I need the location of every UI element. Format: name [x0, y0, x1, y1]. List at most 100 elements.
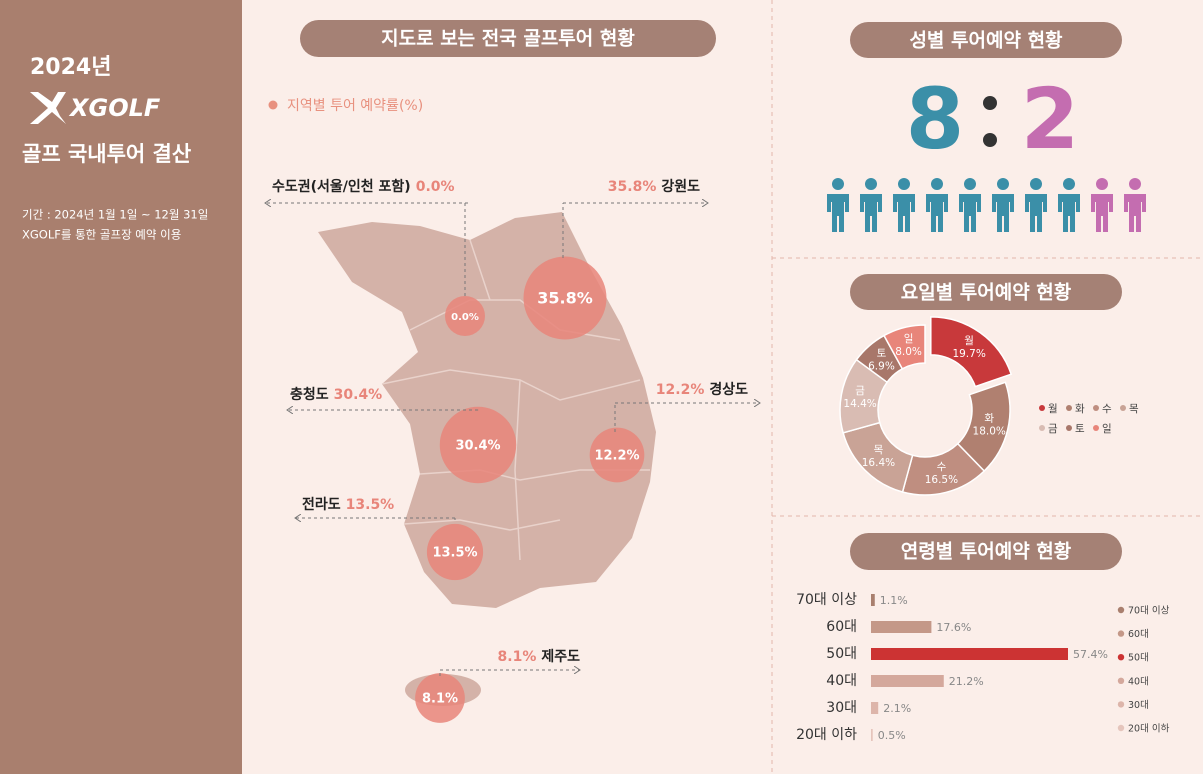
person-body [827, 194, 849, 232]
region-borders [381, 239, 650, 561]
category-label: 20대 이하 [796, 727, 857, 743]
legend-label: 토 [1075, 423, 1085, 435]
legend-dot [1120, 405, 1126, 411]
slice-value: 14.4% [843, 398, 876, 410]
gender-title: 성별 투어예약 현황 [909, 29, 1063, 52]
slice-value: 19.7% [952, 348, 985, 360]
bar-value: 1.1% [880, 594, 908, 607]
person-head [832, 178, 844, 190]
logo-mark [30, 92, 66, 124]
slice-value: 16.4% [862, 457, 895, 469]
male-ratio: 8 [906, 70, 964, 168]
slice-value: 6.9% [868, 360, 895, 372]
donut-slice [930, 316, 1013, 388]
bar-value: 2.1% [883, 702, 911, 715]
person-icon [992, 178, 1014, 232]
person-body [992, 194, 1014, 232]
category-label: 30대 [826, 700, 857, 716]
bar [871, 675, 944, 687]
legend-dot [1117, 701, 1125, 708]
region-name: 충청도 [290, 387, 329, 403]
region-label: 35.8% 강원도 [608, 178, 700, 195]
slice-value: 8.0% [895, 346, 922, 358]
region-value: 35.8% [608, 179, 657, 195]
legend-dot [1117, 606, 1125, 614]
person-icon [860, 178, 882, 232]
colon-dot [983, 133, 997, 147]
year: 2024년 [30, 55, 111, 80]
person-icon [959, 178, 981, 232]
bar-value: 21.2% [949, 675, 984, 688]
person-head [865, 178, 877, 190]
legend-label: 70대 이상 [1128, 606, 1170, 617]
legend-label: 일 [1102, 422, 1112, 435]
bar [871, 729, 873, 741]
bar [871, 648, 1068, 660]
sidebar-title: 골프 국내투어 결산 [22, 142, 191, 166]
slice-category: 목 [874, 444, 884, 456]
legend-dot [1066, 405, 1072, 411]
legend-label: 20대 이하 [1128, 723, 1170, 735]
slice-category: 토 [877, 347, 887, 359]
person-body [1058, 194, 1080, 232]
legend-label: 수 [1102, 403, 1112, 415]
person-icon [893, 178, 915, 232]
legend-label: 50대 [1128, 653, 1149, 664]
bubble-label: 0.0% [451, 312, 479, 323]
slice-category: 화 [984, 412, 994, 424]
colon-dot [983, 96, 997, 110]
slice-value: 18.0% [973, 425, 1006, 437]
person-head [1129, 178, 1141, 190]
bar [871, 594, 875, 606]
region-name: 전라도 [302, 496, 341, 513]
region-name: 경상도 [709, 381, 748, 398]
region-label: 8.1% 제주도 [498, 649, 581, 665]
female-ratio: 2 [1021, 70, 1079, 168]
region-bubble [445, 296, 485, 336]
legend-dot [1117, 630, 1125, 637]
bubble-label: 30.4% [455, 439, 500, 454]
category-label: 40대 [826, 673, 857, 689]
person-icon [1124, 178, 1146, 232]
title-pill [850, 274, 1122, 310]
legend-dot [1093, 405, 1099, 411]
legend-dot [1117, 654, 1125, 661]
region-bubble [523, 256, 607, 340]
map-title: 지도로 보는 전국 골프투어 현황 [381, 27, 635, 50]
region-value: 30.4% [334, 387, 383, 403]
person-head [997, 178, 1009, 190]
region-label: 전라도 13.5% [302, 496, 394, 513]
category-label: 50대 [826, 646, 857, 662]
logo-text: XGOLF [68, 94, 161, 122]
region-bubble [426, 523, 484, 581]
legend-label: 금 [1048, 423, 1058, 435]
legend-label: 화 [1075, 403, 1085, 415]
title-pill [850, 533, 1122, 570]
person-body [1025, 194, 1047, 232]
person-icon [1091, 178, 1113, 232]
region-name: 강원도 [661, 178, 700, 195]
person-head [931, 178, 943, 190]
age-title: 연령별 투어예약 현황 [901, 540, 1072, 563]
bubble-label: 35.8% [537, 289, 593, 308]
legend-dot [268, 100, 278, 110]
person-body [893, 194, 915, 232]
region-bubble [439, 406, 517, 484]
person-body [860, 194, 882, 232]
legend-label: 목 [1129, 403, 1139, 415]
person-icon [1025, 178, 1047, 232]
slice-category: 월 [964, 335, 974, 347]
title-pill [300, 20, 716, 57]
person-icon [1058, 178, 1080, 232]
legend-dot [1066, 425, 1072, 431]
region-value: 13.5% [346, 497, 395, 513]
region-label: 수도권(서울/인천 포함) 0.0% [272, 178, 455, 195]
bubble-label: 8.1% [422, 692, 458, 707]
person-head [1096, 178, 1108, 190]
legend-dot [1093, 425, 1099, 431]
person-body [959, 194, 981, 232]
person-head [1030, 178, 1042, 190]
sidebar [0, 0, 242, 774]
person-head [1063, 178, 1075, 190]
legend-label: 40대 [1128, 676, 1149, 687]
